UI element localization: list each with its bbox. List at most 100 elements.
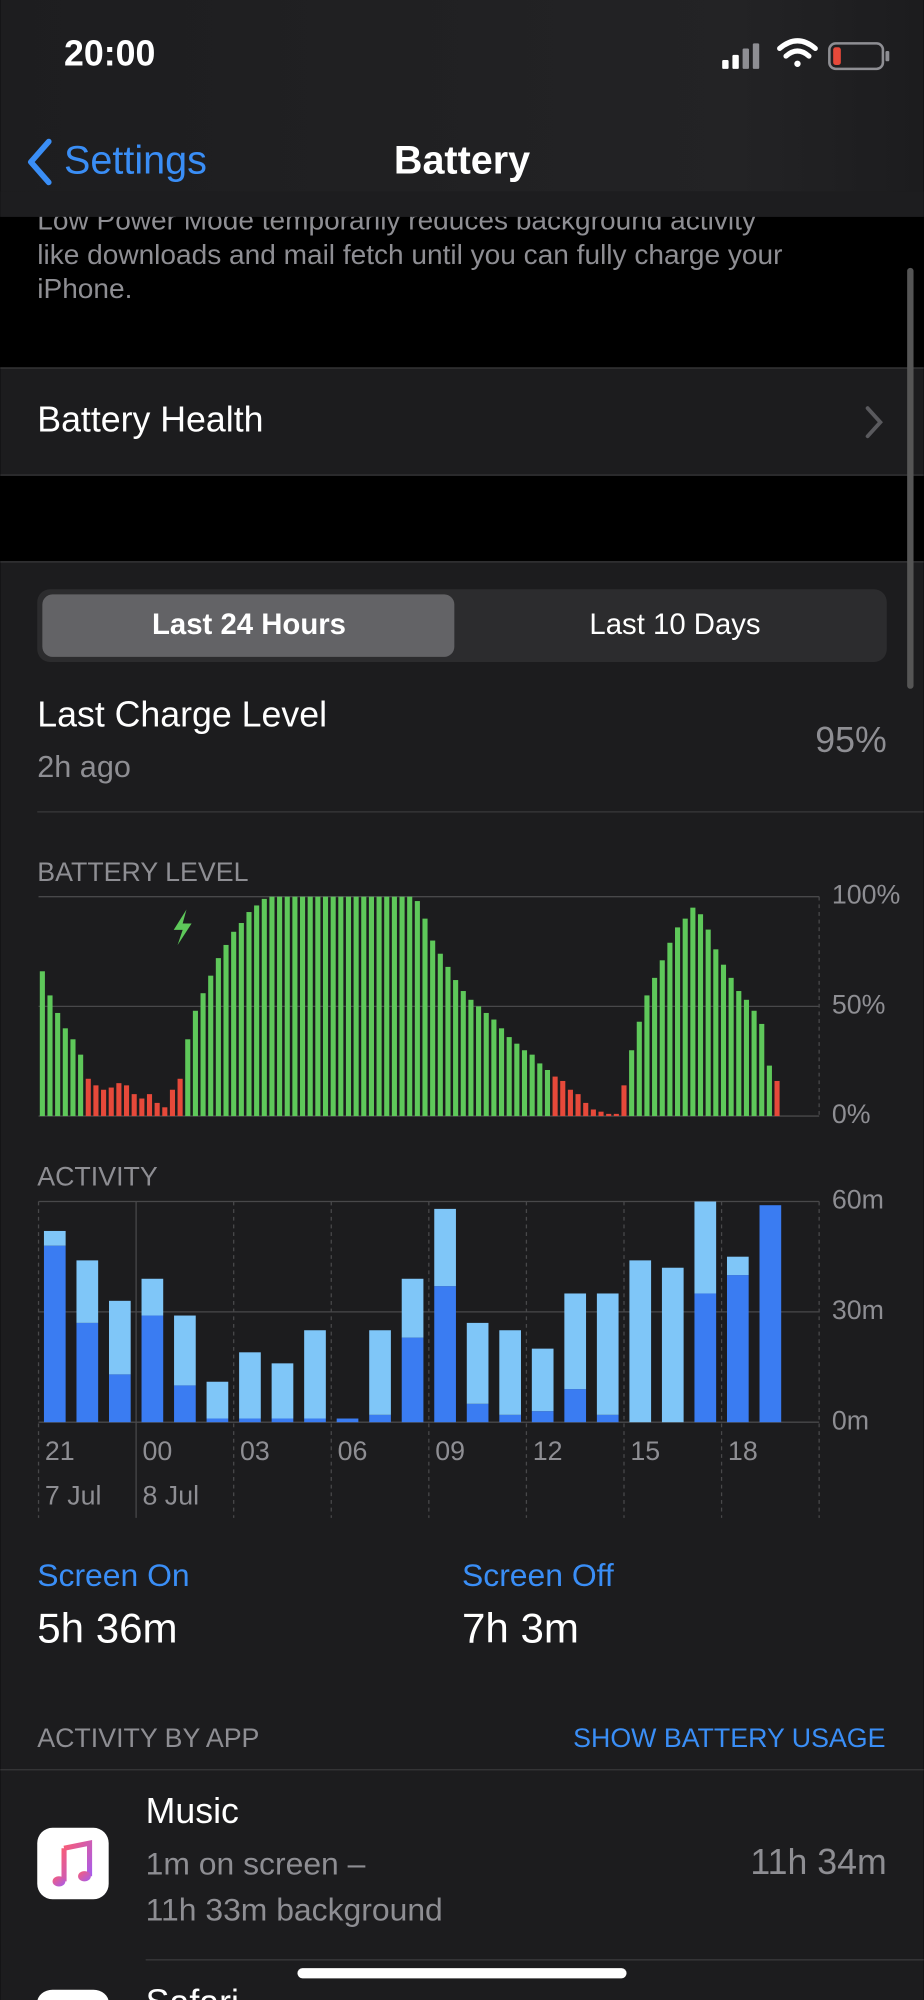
segment-selected[interactable]: [42, 594, 455, 657]
usage-bg: [0, 561, 924, 2000]
battery-bar: [223, 944, 229, 1117]
battery-bar: [55, 1012, 61, 1117]
app-name[interactable]: Safari: [146, 1983, 239, 2000]
app-row[interactable]: Music 1m on screen – 11h 33m background …: [37, 1791, 887, 1927]
battery-bar: [590, 1109, 596, 1117]
battery-bar: [414, 901, 420, 1117]
activity-bar: [239, 1352, 261, 1419]
activity-bar: [401, 1337, 424, 1423]
battery-bar: [85, 1078, 91, 1117]
battery-bar: [391, 896, 397, 1117]
activity-bar: [466, 1403, 489, 1423]
battery-bar: [154, 1102, 160, 1117]
health-cell[interactable]: [0, 367, 924, 475]
battery-bar: [345, 896, 352, 1117]
battery-bar: [185, 1039, 191, 1117]
battery-bar: [192, 1010, 198, 1117]
battery-bar: [506, 1037, 512, 1117]
activity-bar: [369, 1330, 391, 1415]
activity-bar: [336, 1418, 359, 1423]
battery-bar: [728, 977, 734, 1117]
activity-bar: [759, 1205, 782, 1423]
battery-bar: [399, 896, 405, 1117]
battery-bar: [583, 1102, 589, 1117]
battery-bar: [78, 1054, 84, 1117]
battery-bar: [123, 1085, 130, 1117]
battery-bar: [636, 1021, 642, 1117]
section-title: ACTIVITY BY APP: [37, 1723, 259, 1753]
battery-bar: [521, 1050, 528, 1117]
battery-bar: [713, 949, 719, 1117]
battery-bar: [720, 964, 727, 1117]
music-note: [52, 1876, 66, 1887]
battery-bar: [575, 1094, 581, 1117]
battery-bar: [774, 1080, 780, 1117]
battery-bar: [131, 1094, 137, 1117]
activity-bar: [531, 1348, 554, 1412]
battery-bar: [108, 1087, 114, 1117]
battery-bar: [284, 896, 290, 1117]
chart-title: ACTIVITY: [37, 1162, 158, 1192]
activity-bar: [76, 1260, 99, 1323]
battery-bar: [445, 966, 451, 1117]
x-tick-label: 15: [630, 1436, 660, 1466]
nav-title: Battery: [394, 139, 530, 183]
battery-bar: [384, 896, 390, 1117]
battery-bar: [162, 1107, 168, 1117]
activity-bar: [141, 1315, 164, 1423]
chart-title: BATTERY LEVEL: [37, 857, 248, 887]
activity-bar: [466, 1322, 489, 1404]
battery-bar: [200, 993, 206, 1117]
activity-bar: [434, 1208, 456, 1287]
activity-bar: [726, 1256, 749, 1276]
x-tick-label: 21: [45, 1436, 75, 1466]
y-tick-label: 50%: [832, 989, 886, 1019]
activity-bar: [596, 1414, 619, 1423]
y-tick-label: 0m: [832, 1405, 869, 1435]
battery-bar: [697, 914, 704, 1117]
battery-bar: [621, 1085, 627, 1117]
battery-bar: [629, 1050, 635, 1117]
segment[interactable]: Last 10 Days: [589, 608, 760, 641]
back-chevron[interactable]: [28, 138, 52, 186]
activity-bar: [499, 1414, 521, 1423]
battery-bar: [430, 940, 436, 1117]
battery-bar: [368, 896, 374, 1117]
battery-bar: [453, 980, 459, 1117]
wifi: [777, 38, 818, 67]
app-detail: 11h 33m background: [146, 1891, 443, 1927]
show-battery-usage[interactable]: SHOW BATTERY USAGE: [573, 1723, 885, 1753]
battery-bar: [437, 953, 443, 1117]
battery-bar: [269, 896, 275, 1117]
activity-bar: [206, 1381, 229, 1419]
activity-bar: [206, 1418, 229, 1423]
activity-bar: [43, 1230, 66, 1246]
y-tick-label: 100%: [832, 880, 900, 910]
activity-bar: [726, 1275, 749, 1423]
activity-bar: [43, 1245, 66, 1423]
activity-bar: [109, 1374, 131, 1423]
battery-bar: [407, 896, 413, 1117]
chevron: [865, 406, 883, 439]
battery-bar: [705, 929, 711, 1117]
signal: [722, 43, 760, 69]
battery-bar: [238, 923, 244, 1117]
activity-bar: [531, 1411, 554, 1423]
battery-bar: [476, 1006, 482, 1117]
last-charge-label: Last Charge Level: [37, 694, 327, 734]
y-tick-label: 0%: [832, 1099, 871, 1129]
activity-bar: [76, 1322, 99, 1423]
activity-bar: [304, 1330, 326, 1419]
battery-bar: [322, 896, 329, 1117]
activity-bar: [629, 1260, 652, 1423]
segment[interactable]: Last 24 Hours: [152, 608, 346, 641]
back-button[interactable]: Settings: [64, 139, 207, 183]
battery-bar: [652, 977, 658, 1117]
battery-bar: [529, 1054, 535, 1117]
activity-bar: [661, 1267, 684, 1423]
health-label[interactable]: Battery Health: [37, 400, 263, 440]
battery-bar: [491, 1019, 497, 1117]
battery-bar: [682, 918, 688, 1117]
battery-bar: [169, 1089, 176, 1117]
